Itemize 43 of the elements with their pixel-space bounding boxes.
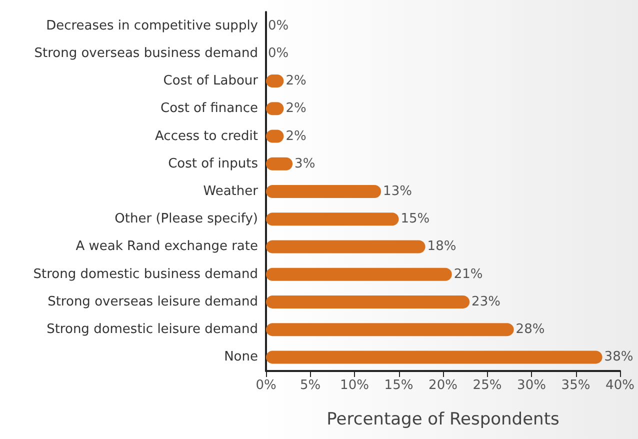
y-tick-label: Weather bbox=[203, 184, 259, 199]
y-tick-label: None bbox=[224, 350, 258, 365]
y-tick-label: Cost of Labour bbox=[163, 74, 259, 89]
y-tick-label: A weak Rand exchange rate bbox=[76, 239, 258, 254]
data-label: 0% bbox=[268, 18, 289, 34]
bar bbox=[266, 185, 382, 198]
data-label: 0% bbox=[268, 46, 289, 61]
data-label: 38% bbox=[604, 350, 634, 365]
x-tick-label: 0% bbox=[256, 378, 276, 393]
data-label: 2% bbox=[286, 101, 306, 116]
y-tick-label: Strong overseas business demand bbox=[34, 46, 258, 61]
bar bbox=[266, 212, 399, 226]
data-label: 28% bbox=[516, 322, 545, 338]
bar bbox=[266, 240, 426, 254]
x-tick-label: 10% bbox=[340, 378, 369, 393]
data-label: 2% bbox=[286, 74, 306, 89]
bar bbox=[266, 268, 452, 281]
x-tick-label: 35% bbox=[561, 378, 590, 393]
x-tick-label: 20% bbox=[428, 378, 458, 393]
data-label: 13% bbox=[383, 184, 412, 199]
y-tick-label: Access to credit bbox=[155, 128, 258, 144]
x-tick-label: 5% bbox=[300, 378, 321, 393]
data-label: 23% bbox=[472, 294, 500, 310]
data-label: 3% bbox=[294, 156, 316, 172]
x-tick-label: 40% bbox=[606, 378, 634, 393]
data-label: 18% bbox=[427, 239, 456, 254]
y-tick-label: Strong domestic business demand bbox=[33, 266, 258, 282]
data-label: 21% bbox=[454, 266, 483, 282]
y-tick-label: Cost of inputs bbox=[168, 156, 258, 172]
bar bbox=[266, 295, 470, 308]
y-tick-label: Cost of finance bbox=[160, 101, 258, 116]
bar bbox=[266, 350, 602, 364]
y-tick-label: Other (Please specify) bbox=[114, 212, 258, 227]
y-tick-label: Decreases in competitive supply bbox=[46, 18, 258, 34]
x-tick-label: 15% bbox=[384, 378, 414, 393]
data-label: 15% bbox=[400, 212, 430, 227]
y-tick-label: Strong overseas leisure demand bbox=[48, 294, 258, 310]
x-tick-label: 30% bbox=[517, 378, 546, 393]
x-axis-title: Percentage of Respondents bbox=[326, 410, 560, 430]
data-label: 2% bbox=[286, 128, 306, 144]
x-tick-label: 25% bbox=[472, 378, 502, 393]
bar bbox=[266, 323, 514, 336]
y-tick-label: Strong domestic leisure demand bbox=[46, 322, 258, 338]
